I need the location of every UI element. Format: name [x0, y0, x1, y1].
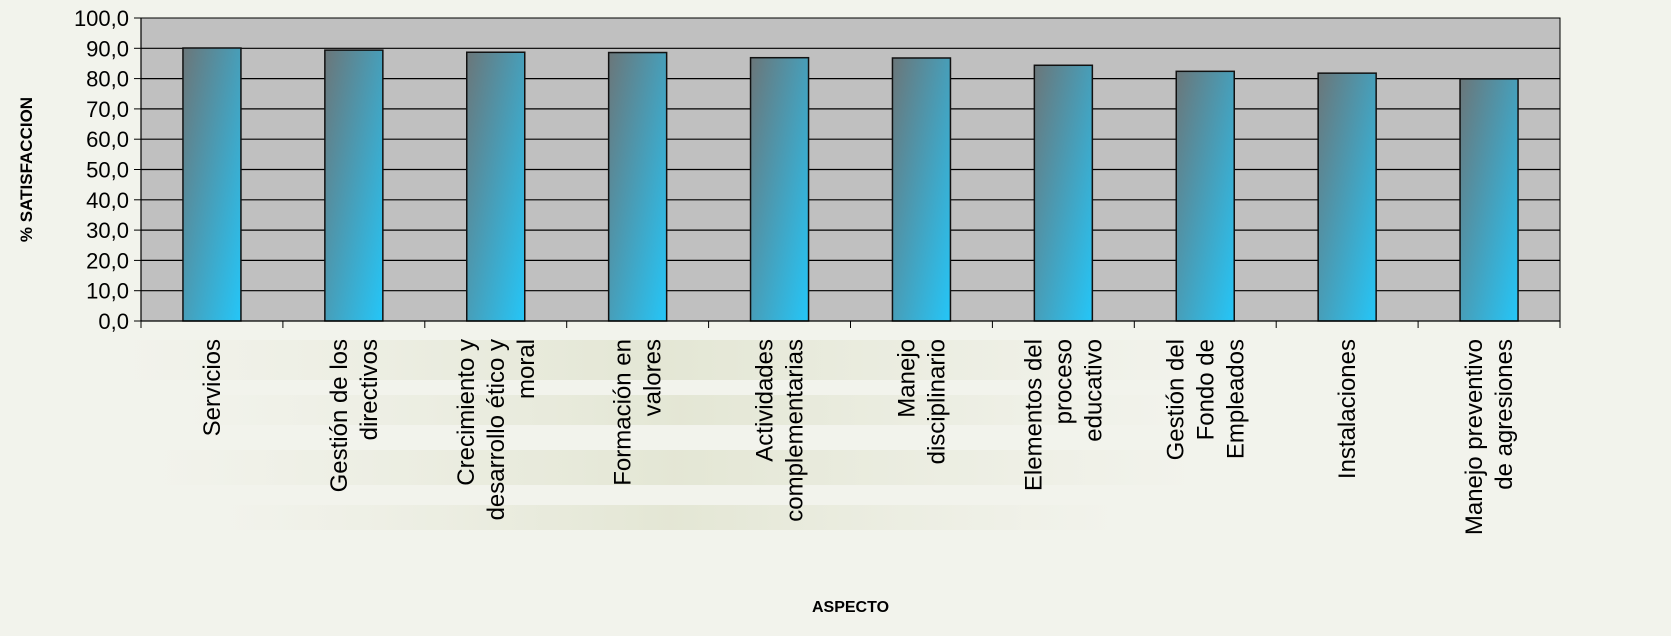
- bar: [1317, 72, 1377, 322]
- x-tick-label-line: desarrollo ético y: [483, 339, 510, 520]
- x-tick-label: Manejo disciplinario: [893, 339, 950, 464]
- x-tick-label-line: Servicios: [199, 339, 226, 436]
- x-tick-label-line: Actividades: [752, 339, 779, 462]
- x-tick-labels: Servicios Gestión de los directivos Crecimi…: [199, 339, 1518, 535]
- bar: [1175, 70, 1235, 322]
- x-tick-label-line: moral: [513, 339, 540, 399]
- y-tick-label: 0,0: [98, 309, 129, 334]
- y-tick-label: 80,0: [86, 67, 129, 92]
- x-tick-label: Servicios: [199, 339, 226, 436]
- x-tick-label-line: directivos: [356, 339, 383, 440]
- y-tick-labels: 0,0 10,0 20,0 30,0 40,0 50,0 60,0 70,0 80,0 90,0 1…: [74, 6, 129, 334]
- x-tick-label: Gestión de los directivos: [326, 339, 383, 492]
- y-tick-label: 60,0: [86, 127, 129, 152]
- axes: [134, 17, 1561, 328]
- y-tick-label: 50,0: [86, 158, 129, 183]
- y-tick-label: 70,0: [86, 97, 129, 122]
- bar: [749, 56, 810, 322]
- x-axis-label: ASPECTO: [812, 599, 889, 616]
- background-texture: [120, 340, 1200, 530]
- x-tick-label-line: proceso: [1050, 339, 1077, 424]
- x-tick-label-line: educativo: [1080, 339, 1107, 442]
- x-tick-label-line: disciplinario: [923, 339, 950, 464]
- x-tick-label-line: Gestión de los: [326, 339, 353, 492]
- y-tick-label: 10,0: [86, 279, 129, 304]
- bars: [182, 47, 1519, 322]
- x-tick-label-line: Gestión del: [1162, 339, 1189, 460]
- y-tick-label: 90,0: [86, 36, 129, 61]
- y-tick-label: 20,0: [86, 248, 129, 273]
- bar: [1459, 78, 1519, 322]
- y-axis-label: % SATISFACCION: [17, 97, 36, 242]
- bar: [891, 57, 952, 322]
- y-tick-label: 100,0: [74, 6, 129, 31]
- bar: [1033, 64, 1094, 322]
- x-tick-label-line: Crecimiento y: [453, 339, 480, 486]
- y-tick-label: 40,0: [86, 188, 129, 213]
- x-tick-label-line: de agresiones: [1491, 339, 1518, 490]
- x-tick-label: Gestión del Fondo de Empleados: [1162, 339, 1249, 460]
- bar: [324, 49, 384, 322]
- x-tick-label-line: Empleados: [1222, 339, 1249, 459]
- bar: [607, 51, 668, 322]
- x-tick-label-line: Fondo de: [1192, 339, 1219, 440]
- x-tick-label-line: Formación en: [610, 339, 637, 486]
- x-tick-label: Elementos del proceso educativo: [1020, 339, 1107, 491]
- bar: [466, 51, 526, 322]
- x-tick-label: Formación en valores: [610, 339, 667, 486]
- x-tick-label-line: Manejo preventivo: [1461, 339, 1488, 535]
- x-tick-label-line: Instalaciones: [1334, 339, 1361, 479]
- x-tick-label: Instalaciones: [1334, 339, 1361, 479]
- x-tick-label-line: complementarias: [782, 339, 809, 522]
- x-tick-label: Crecimiento y desarrollo ético y moral: [453, 339, 540, 520]
- x-tick-label-line: Manejo: [893, 339, 920, 418]
- y-tick-label: 30,0: [86, 218, 129, 243]
- x-tick-label-line: Elementos del: [1020, 339, 1047, 491]
- x-tick-label: Manejo preventivo de agresiones: [1461, 339, 1518, 535]
- bar: [182, 47, 242, 322]
- x-tick-label-line: valores: [640, 339, 667, 416]
- x-tick-label: Actividades complementarias: [752, 339, 809, 522]
